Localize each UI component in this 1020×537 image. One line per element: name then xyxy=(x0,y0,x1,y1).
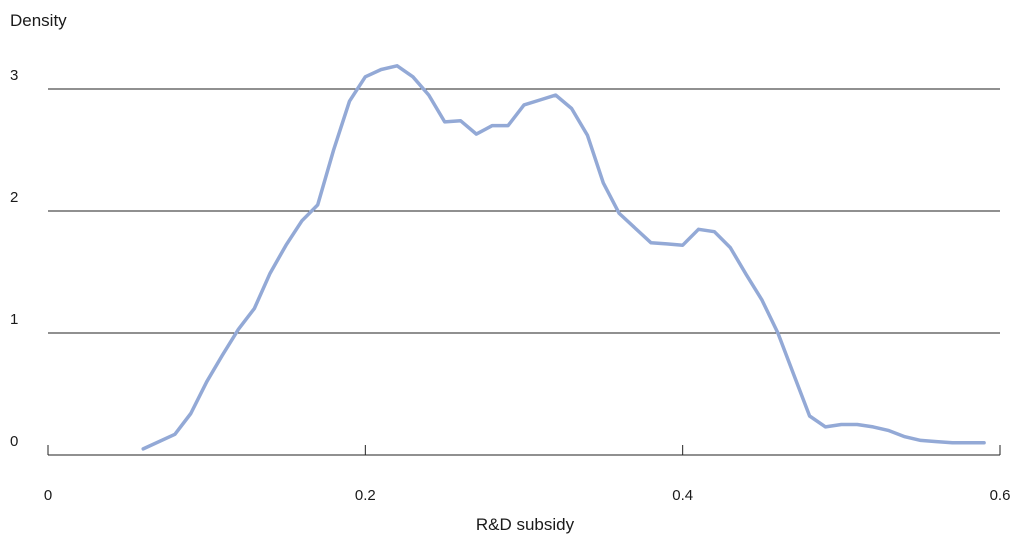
y-axis-title: Density xyxy=(10,11,67,30)
labels-layer: Density R&D subsidy 0 1 2 3 0 0.2 0.4 0.6 xyxy=(10,11,1010,534)
y-tick-label-2: 2 xyxy=(10,189,18,206)
x-tick-label-0: 0 xyxy=(44,487,52,504)
y-tick-label-3: 3 xyxy=(10,67,18,84)
axes xyxy=(47,445,1001,456)
y-tick-label-1: 1 xyxy=(10,311,18,328)
y-tick-label-0: 0 xyxy=(10,433,18,450)
x-tick-label-1: 0.2 xyxy=(355,487,376,504)
series-layer xyxy=(141,64,986,451)
density-line-0 xyxy=(141,64,986,451)
gridlines xyxy=(48,88,1000,334)
x-tick-label-2: 0.4 xyxy=(672,487,693,504)
x-tick-label-3: 0.6 xyxy=(990,487,1011,504)
x-axis-title: R&D subsidy xyxy=(476,515,575,534)
